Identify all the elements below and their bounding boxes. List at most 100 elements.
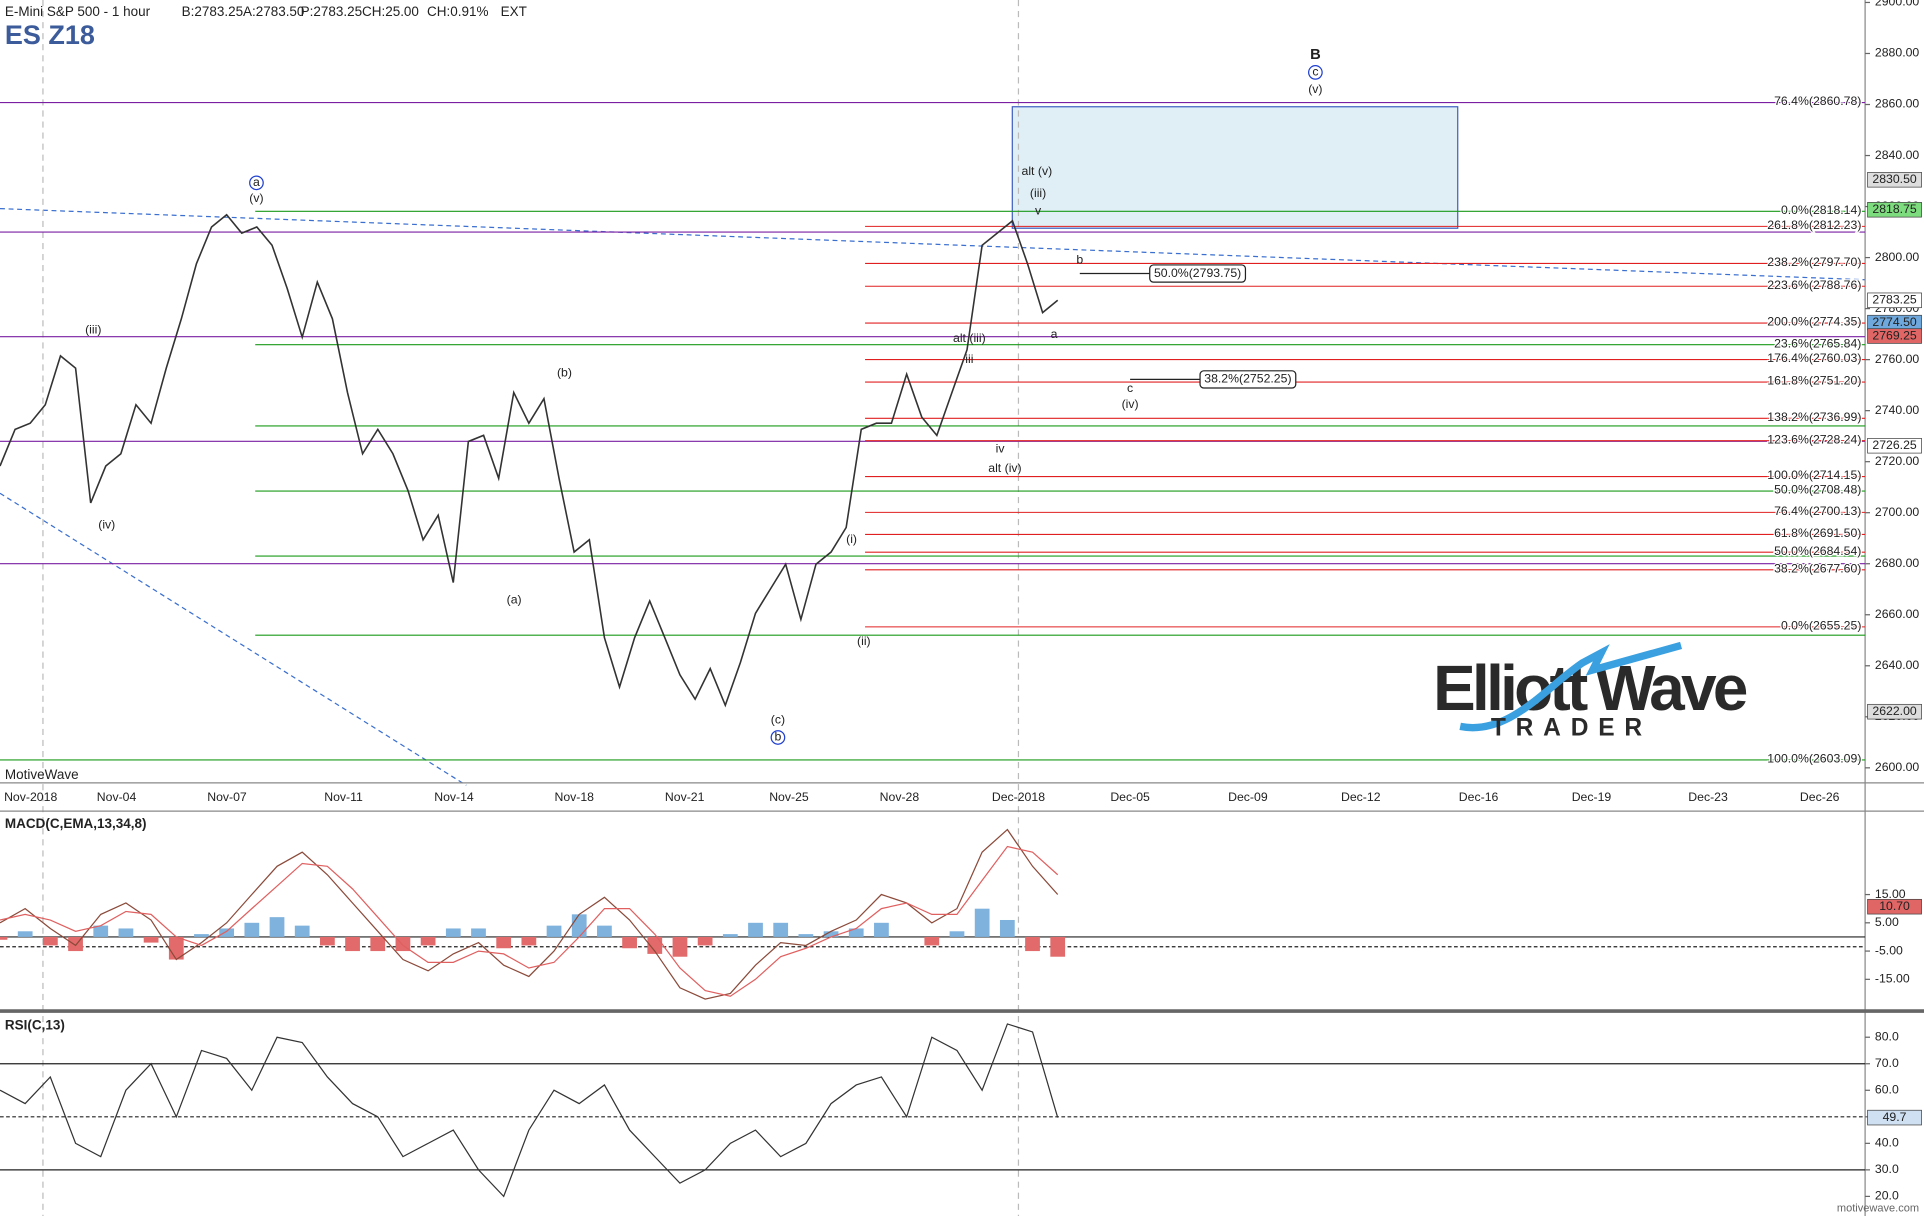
histogram-bar [571, 914, 587, 937]
fib-label: 61.8%(2691.50) [1774, 526, 1861, 540]
histogram-bar [194, 934, 209, 937]
wave-label: c [1312, 65, 1318, 79]
histogram-bar [370, 936, 386, 952]
wave-label: alt (iv) [988, 461, 1021, 475]
histogram-bar [597, 925, 612, 937]
wave-label: (iv) [98, 517, 115, 531]
wave-label: b [1076, 252, 1083, 266]
wave-label: (c) [771, 713, 785, 727]
fib-label: 50.0%(2684.54) [1774, 544, 1861, 558]
target-box [1011, 106, 1459, 229]
fib-label: 200.0%(2774.35) [1767, 315, 1861, 329]
price-tag [1867, 172, 1922, 188]
wave-label: (i) [846, 532, 857, 546]
wave-label: c [1127, 381, 1133, 395]
y-tick-label: 15.00 [1875, 887, 1906, 901]
wave-label: alt (iii) [953, 331, 986, 345]
y-tick-label: 60.0 [1875, 1083, 1899, 1097]
price-tag [1867, 438, 1922, 454]
y-tick-label: -15.00 [1875, 972, 1910, 986]
fib-label: 176.4%(2760.03) [1767, 351, 1861, 365]
histogram-bar [974, 908, 990, 937]
x-tick-label: Nov-2018 [4, 790, 57, 804]
x-tick-label: Nov-07 [207, 790, 247, 804]
histogram-bar [1050, 936, 1066, 957]
wave-label: iv [996, 441, 1006, 455]
y-tick-label: 20.0 [1875, 1189, 1899, 1203]
x-tick-label: Nov-21 [665, 790, 705, 804]
chart-title: E-Mini S&P 500 - 1 hour [5, 4, 151, 19]
y-tick-label: 2860.00 [1875, 97, 1920, 111]
panel-title: MACD(C,EMA,13,34,8) [5, 816, 147, 831]
histogram-bar [345, 936, 360, 952]
y-tick-label: 2840.00 [1875, 148, 1920, 162]
y-tick-label: 5.00 [1875, 915, 1899, 929]
quote: EXT [501, 4, 527, 19]
price-tag-label: 2830.50 [1872, 172, 1917, 186]
price-tag-label: 49.7 [1883, 1110, 1907, 1124]
callout-label: 38.2%(2752.25) [1204, 372, 1291, 386]
x-tick-label: Dec-05 [1110, 790, 1150, 804]
wave-label: (iv) [1122, 397, 1139, 411]
y-tick-label: 2720.00 [1875, 454, 1920, 468]
y-tick-label: 2700.00 [1875, 505, 1920, 519]
histogram-bar [17, 931, 33, 937]
callout-box [1199, 370, 1297, 389]
price-tag [1867, 202, 1922, 218]
macd-line [0, 845, 1059, 997]
histogram-bar [471, 928, 486, 937]
price-tag-label: 2622.00 [1872, 704, 1917, 718]
price-tag-label: 2783.25 [1872, 293, 1917, 307]
quote: B:2783.25 [182, 4, 243, 19]
histogram-bar [848, 928, 864, 937]
histogram-bar [521, 936, 537, 946]
histogram-bar [496, 936, 512, 949]
price-tag-label: 2818.75 [1872, 202, 1917, 216]
fib-label: 123.6%(2728.24) [1767, 432, 1861, 446]
histogram-bar [219, 928, 235, 937]
y-tick-label: 2680.00 [1875, 556, 1920, 570]
fib-label: 100.0%(2603.09) [1767, 752, 1861, 766]
wave-label: (v) [1308, 82, 1322, 96]
logo-text: TRADER [1491, 714, 1652, 741]
wave-label: (iii) [1030, 186, 1046, 200]
histogram-bar [118, 928, 134, 937]
histogram-bar [874, 922, 889, 937]
wave-label: (iii) [85, 322, 101, 336]
histogram-bar [0, 936, 8, 940]
fib-label: 261.8%(2812.23) [1767, 218, 1861, 232]
price-tag-label: 2726.25 [1872, 438, 1917, 452]
histogram-bar [748, 922, 763, 937]
x-tick-label: Dec-19 [1572, 790, 1612, 804]
wave-label: v [1035, 203, 1042, 217]
histogram-bar [546, 925, 562, 937]
wave-label: a [253, 175, 260, 189]
quote: CH:25.00 [362, 4, 419, 19]
price-tag [1867, 328, 1922, 344]
brand: MotiveWave [5, 767, 79, 782]
wave-circle [770, 730, 786, 745]
wave-label: b [775, 730, 782, 744]
y-tick-label: 30.0 [1875, 1162, 1899, 1176]
histogram-bar [143, 936, 159, 943]
histogram-bar [949, 931, 965, 937]
wave-circle [249, 175, 264, 191]
price-tag-label: 10.70 [1879, 899, 1910, 913]
histogram-bar [823, 931, 839, 937]
symbol: ES Z18 [5, 20, 95, 50]
fib-label: 50.0%(2708.48) [1774, 483, 1861, 497]
price-tag-label: 2769.25 [1872, 328, 1917, 342]
rsi-line [0, 1023, 1059, 1198]
fib-label: 0.0%(2655.25) [1781, 619, 1861, 633]
x-tick-label: Nov-25 [769, 790, 809, 804]
y-tick-label: 2660.00 [1875, 607, 1920, 621]
x-tick-label: Dec-09 [1228, 790, 1268, 804]
price-tag [1867, 703, 1922, 720]
histogram-bar [773, 922, 789, 937]
wave-label: alt (v) [1022, 164, 1053, 178]
histogram-bar [1025, 936, 1040, 952]
trend-line [0, 207, 1866, 281]
histogram-bar [93, 925, 109, 937]
fib-label: 38.2%(2677.60) [1774, 561, 1861, 575]
